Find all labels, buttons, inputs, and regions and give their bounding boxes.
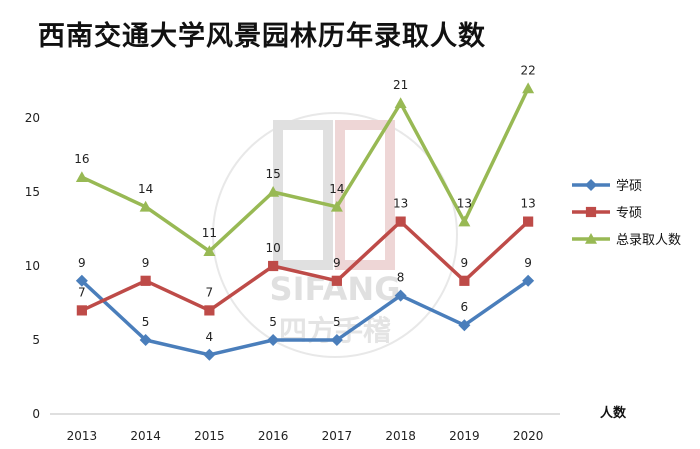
data-point [458, 319, 471, 332]
data-label: 11 [202, 226, 217, 240]
data-label: 5 [269, 315, 277, 329]
data-labels: 9 5 4 5 5 8 6 9 7 9 7 10 9 13 9 13 16 14 11 15 14 21 13 22 [74, 63, 536, 343]
data-label: 9 [461, 256, 469, 270]
chart-title: 西南交通大学风景园林历年录取人数 [38, 21, 486, 52]
data-label: 13 [457, 197, 472, 211]
data-point [523, 216, 534, 227]
data-point [394, 97, 407, 108]
y-tick-label: 20 [25, 111, 40, 125]
data-point [267, 186, 280, 197]
legend-label: 专硕 [616, 206, 642, 221]
data-point [522, 82, 535, 94]
y-tick-label: 5 [32, 333, 40, 347]
data-label: 8 [397, 271, 405, 285]
data-point [458, 215, 471, 227]
x-tick-label: 2017 [322, 429, 353, 443]
legend-marker [585, 179, 597, 191]
data-point [75, 274, 88, 287]
data-label: 22 [520, 63, 535, 77]
data-label: 7 [206, 285, 214, 299]
x-tick-label: 2020 [513, 429, 544, 443]
y-tick-label: 15 [25, 185, 40, 199]
legend-marker [585, 233, 597, 244]
x-tick-label: 2013 [67, 429, 98, 443]
data-label: 9 [333, 256, 341, 270]
data-point [268, 260, 279, 272]
data-label: 7 [78, 285, 86, 299]
data-point [395, 216, 406, 227]
data-point [267, 334, 280, 346]
series-line-1 [80, 279, 530, 357]
data-point [522, 274, 535, 287]
data-label: 21 [393, 78, 408, 92]
x-tick-label: 2014 [130, 429, 161, 443]
data-label: 13 [520, 197, 535, 211]
data-point [204, 305, 215, 316]
data-point [139, 334, 152, 346]
data-label: 15 [265, 167, 280, 181]
data-point [203, 245, 216, 256]
y-tick-label: 0 [32, 407, 40, 421]
x-tick-label: 2019 [449, 429, 480, 443]
data-point [330, 334, 343, 346]
series-line-2 [81, 219, 530, 313]
x-tick-label: 2018 [385, 429, 416, 443]
data-point [139, 200, 152, 212]
x-tick-label: 2015 [194, 429, 225, 443]
data-label: 9 [142, 256, 150, 270]
legend-label: 学硕 [616, 178, 642, 194]
legend-marker [585, 206, 597, 218]
series-line-3 [81, 87, 530, 253]
data-label: 9 [78, 256, 86, 270]
data-point [331, 275, 342, 286]
data-label: 10 [265, 241, 280, 255]
data-label: 9 [524, 256, 532, 270]
data-label: 14 [329, 182, 344, 196]
data-label: 14 [138, 182, 153, 196]
data-label: 5 [142, 315, 150, 329]
data-label: 16 [74, 152, 89, 166]
data-label: 5 [333, 315, 341, 329]
data-point [330, 200, 343, 212]
axes: 0 5 10 15 20 2013 2014 2015 2016 2017 2018 2019 2020 [25, 111, 560, 443]
data-label: 13 [393, 197, 408, 211]
y-unit-label: 人数 [600, 405, 627, 421]
data-point [203, 348, 216, 361]
series-layer [75, 82, 535, 361]
data-point [394, 289, 407, 302]
x-tick-label: 2016 [258, 429, 289, 443]
legend-label: 总录取人数 [616, 233, 681, 248]
data-point [140, 275, 151, 286]
data-point [75, 171, 88, 182]
data-point [76, 305, 87, 316]
data-label: 4 [206, 330, 214, 344]
y-tick-label: 10 [25, 259, 40, 273]
data-label: 6 [461, 300, 469, 314]
data-point [459, 275, 470, 286]
